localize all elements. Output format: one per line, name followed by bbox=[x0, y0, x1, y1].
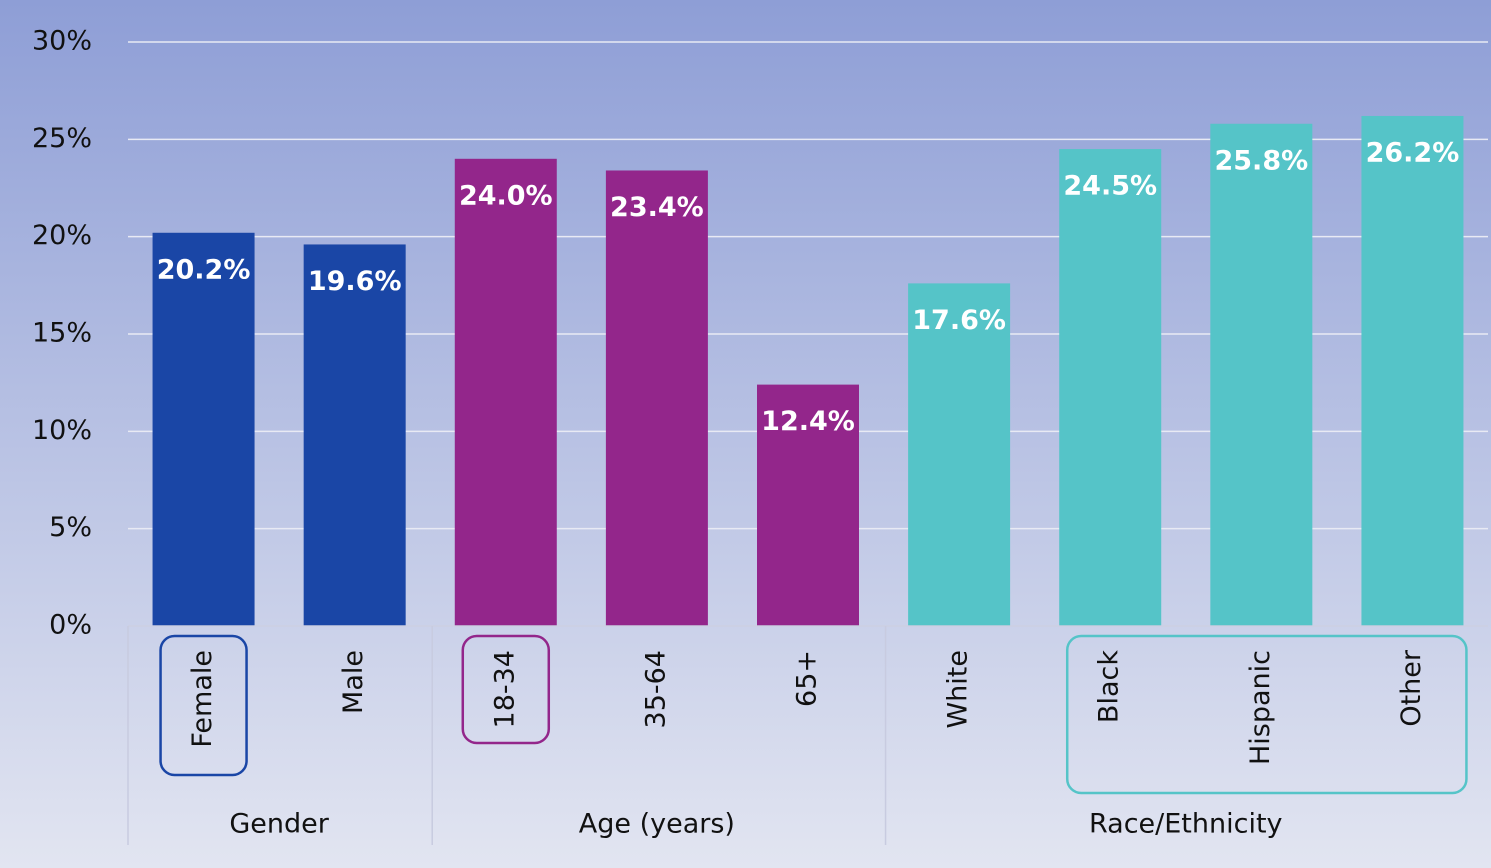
x-tick-label: Hispanic bbox=[1245, 650, 1276, 765]
x-tick-label: Black bbox=[1094, 650, 1125, 723]
bar bbox=[1210, 123, 1313, 626]
value-label: 24.0% bbox=[459, 180, 553, 211]
bar bbox=[605, 170, 708, 627]
x-tick-label: 35-64 bbox=[640, 650, 671, 728]
x-tick-label: White bbox=[943, 650, 974, 729]
value-label: 19.6% bbox=[308, 266, 402, 297]
bar bbox=[454, 158, 557, 627]
y-tick-label: 5% bbox=[49, 512, 92, 543]
value-label: 24.5% bbox=[1063, 171, 1157, 202]
y-tick-label: 30% bbox=[32, 26, 92, 57]
group-label: Gender bbox=[229, 809, 329, 840]
value-label: 17.6% bbox=[912, 305, 1006, 336]
value-label: 20.2% bbox=[157, 254, 251, 285]
bar bbox=[908, 283, 1011, 626]
y-tick-label: 10% bbox=[32, 415, 92, 446]
value-label: 12.4% bbox=[761, 406, 855, 437]
bar bbox=[757, 384, 859, 626]
highlight-box bbox=[461, 634, 551, 745]
bar bbox=[303, 244, 406, 626]
bar bbox=[1059, 149, 1162, 627]
group-label: Race/Ethnicity bbox=[1089, 809, 1283, 840]
x-tick-label: 65+ bbox=[792, 650, 823, 707]
x-tick-label: Male bbox=[338, 650, 369, 714]
x-tick-label: Female bbox=[187, 650, 218, 748]
value-label: 25.8% bbox=[1214, 145, 1308, 176]
x-tick-label: 18-34 bbox=[489, 650, 520, 728]
bar bbox=[1361, 115, 1464, 627]
highlight-box bbox=[159, 634, 248, 777]
bar bbox=[152, 232, 255, 627]
y-tick-label: 25% bbox=[32, 123, 92, 154]
value-label: 23.4% bbox=[610, 192, 704, 223]
group-label: Age (years) bbox=[579, 809, 735, 840]
y-tick-label: 0% bbox=[49, 610, 92, 641]
y-tick-label: 20% bbox=[32, 220, 92, 251]
value-label: 26.2% bbox=[1366, 137, 1460, 168]
x-tick-label: Other bbox=[1396, 649, 1427, 727]
y-tick-label: 15% bbox=[32, 318, 92, 349]
highlight-box bbox=[1065, 634, 1468, 795]
